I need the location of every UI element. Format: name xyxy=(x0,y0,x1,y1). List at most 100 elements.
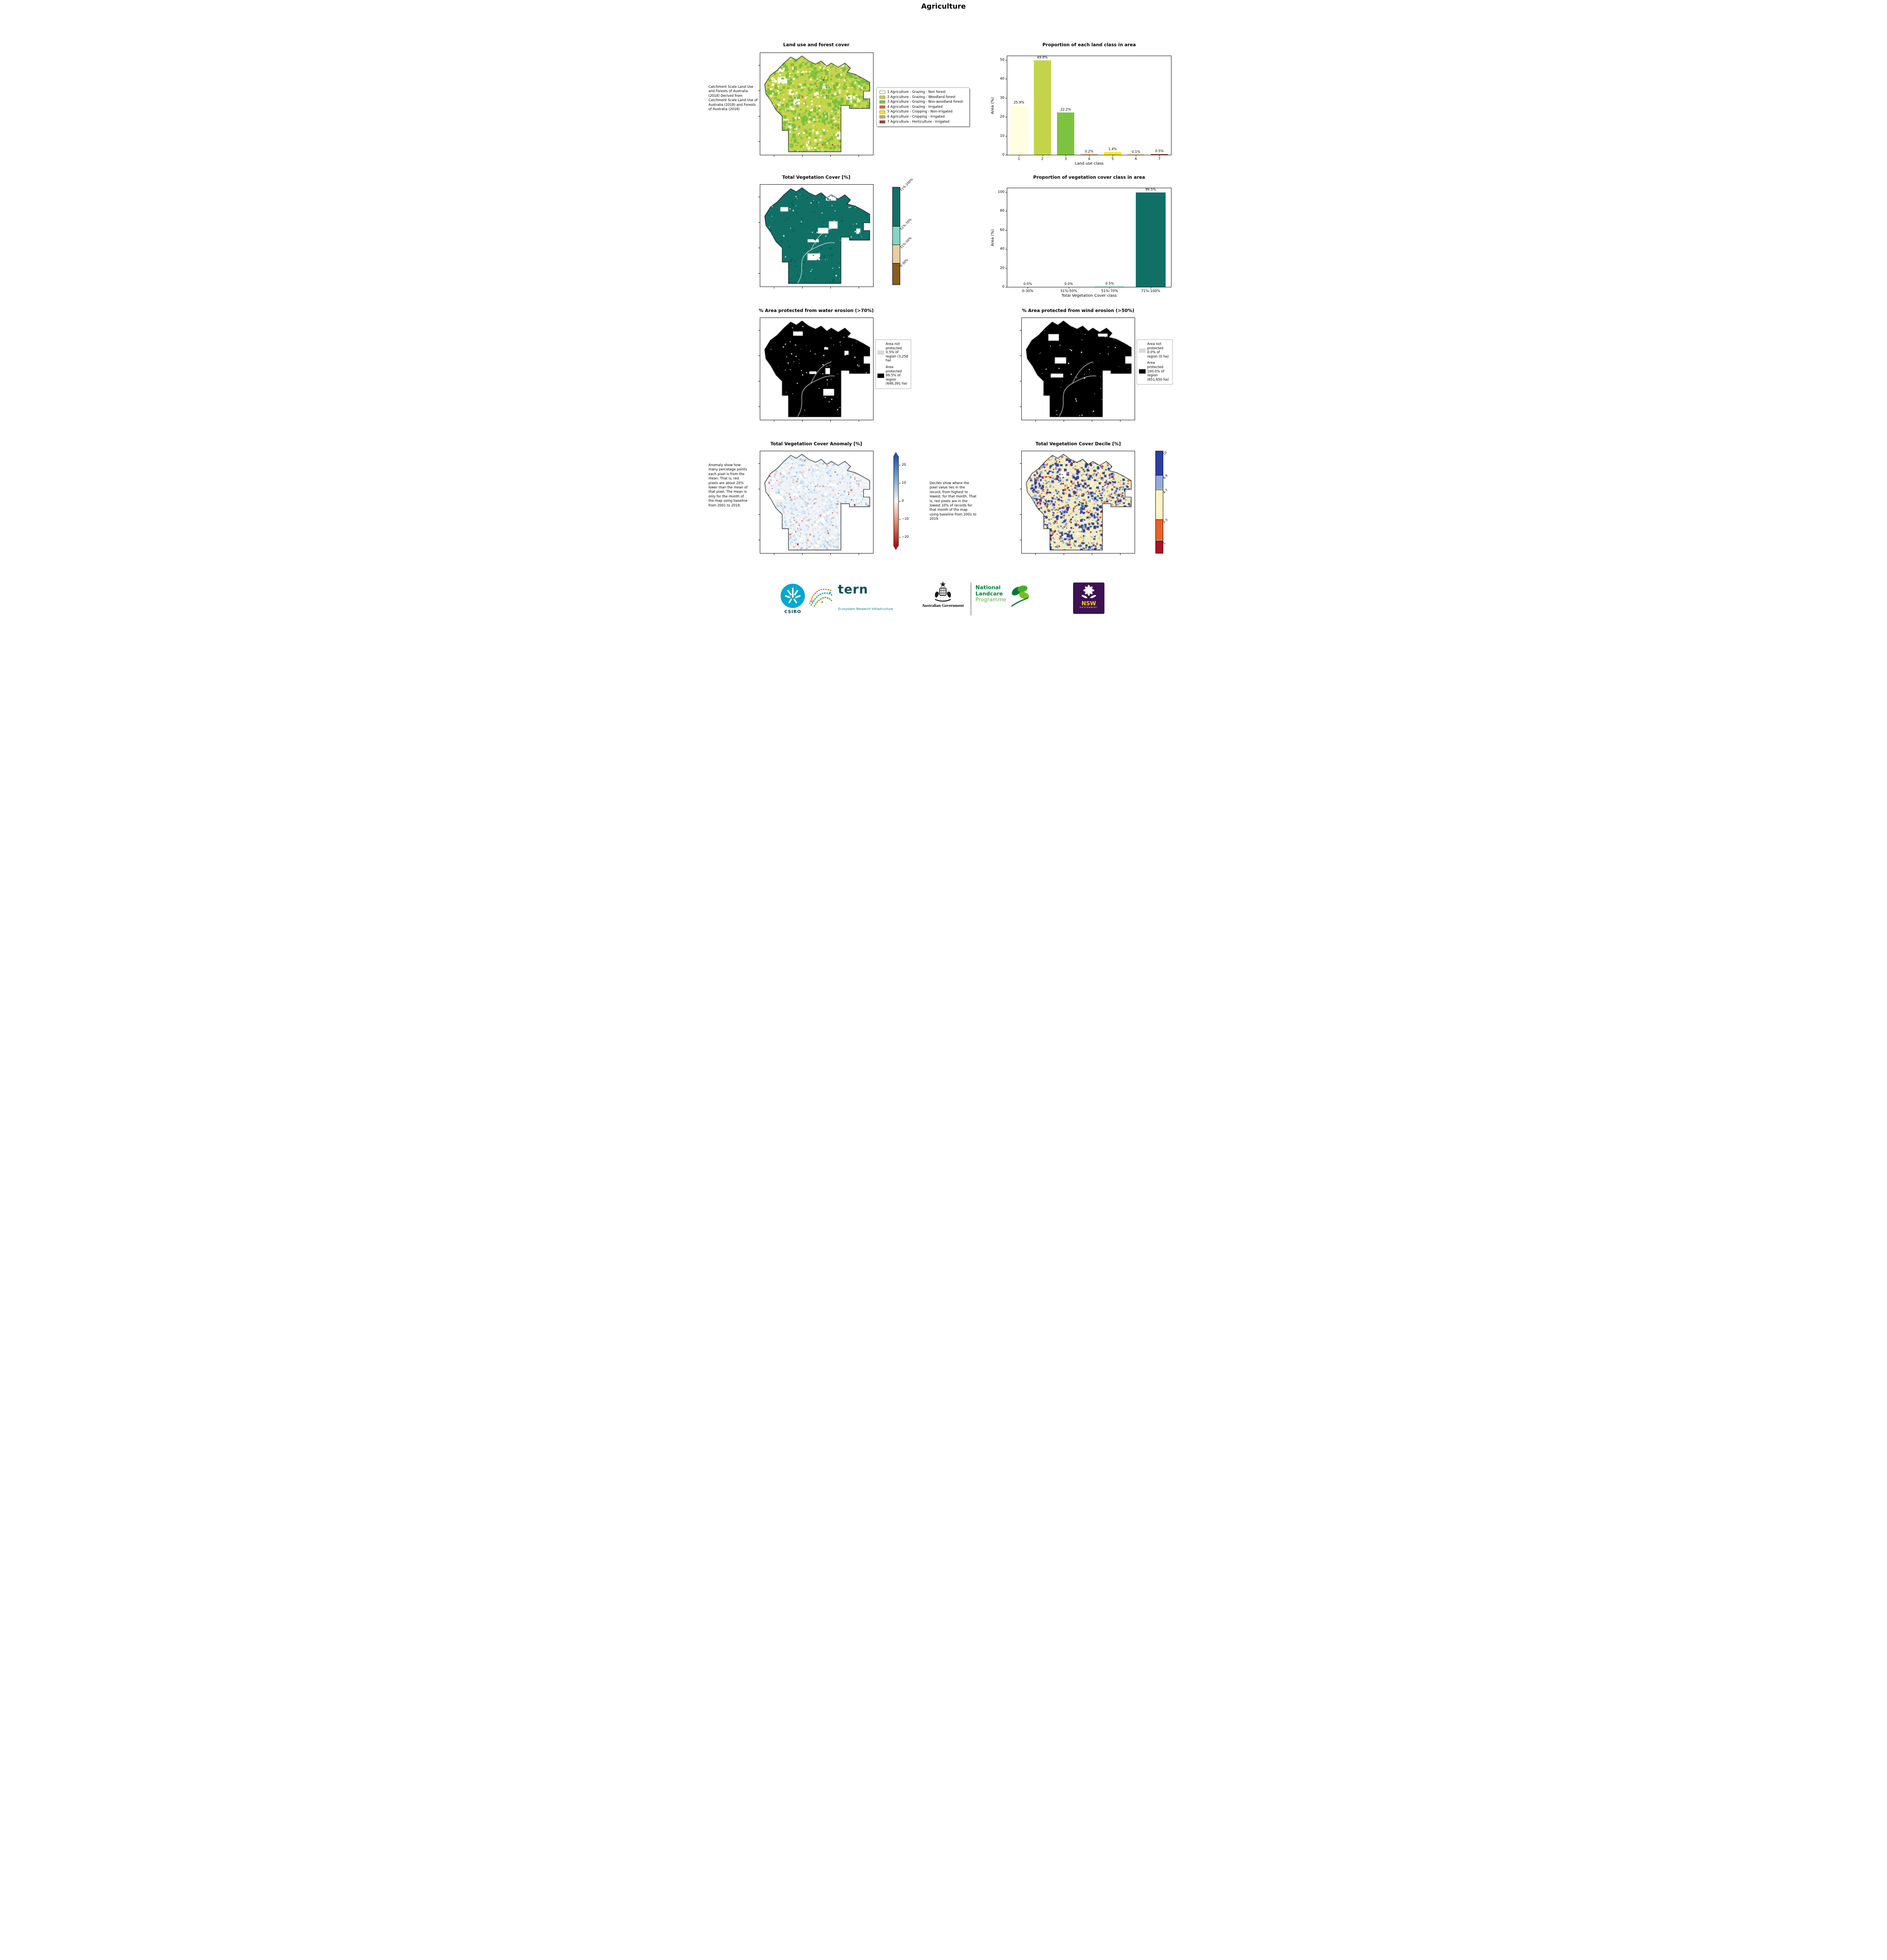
csiro-wordmark: CSIRO xyxy=(784,609,801,614)
x-tick-label: 6 xyxy=(1135,157,1137,161)
legend-item: 3 Agriculture - Grazing - Non-woodland f… xyxy=(879,100,966,105)
bar-value-label: 0.2% xyxy=(1085,150,1093,154)
map-y-tick xyxy=(758,463,760,464)
y-tick-label: 40 xyxy=(1000,247,1004,251)
map-x-tick xyxy=(830,420,831,422)
anomaly-colorbar-tick-label: −20 xyxy=(902,535,909,539)
panel-title-water-erosion: % Area protected from water erosion (>70… xyxy=(759,308,874,313)
x-tick-label: 51%-70% xyxy=(1101,289,1118,293)
bar xyxy=(1151,154,1168,155)
x-tick-mark xyxy=(1159,155,1160,156)
water-erosion-legend: Area not protected 0.5% of region (3,258… xyxy=(875,339,911,389)
erosion-legend-item: Area not protected 0.5% of region (3,258… xyxy=(877,342,909,363)
anomaly-colorbar-tick-label: 10 xyxy=(902,481,906,485)
y-tick-label: 0 xyxy=(1002,153,1004,157)
x-tick-label: 0-30% xyxy=(1022,289,1033,293)
x-tick-label: 31%-50% xyxy=(1060,289,1077,293)
y-tick-label: 100 xyxy=(997,190,1004,194)
bar-value-label: 0.5% xyxy=(1155,149,1164,153)
landuse-legend: 1 Agriculture - Grazing - Non forest 2 Ag… xyxy=(876,87,970,127)
legend-label: 3 Agriculture - Grazing - Non-woodland f… xyxy=(887,100,963,104)
map-y-tick xyxy=(758,514,760,515)
colorbar-label: 71%-100% xyxy=(899,177,914,192)
y-tick-label: 0 xyxy=(1002,285,1004,289)
legend-label: 4 Agriculture - Grazing - Irrigated xyxy=(887,105,943,109)
nlp-line-national: National xyxy=(975,584,1001,591)
panel-title-vegcover-chart: Proportion of vegetation cover class in … xyxy=(1033,174,1145,180)
legend-label: 2 Agriculture - Grazing - Woodland fores… xyxy=(887,95,955,99)
map-y-tick xyxy=(758,222,760,223)
landclass-bar-chart: 0 10 20 30 40 50 25.9% 1 49.8% 2 22.2% 3 0.2% 4 1.4% 5 0… xyxy=(1000,56,1171,161)
colorbar-segment xyxy=(893,263,900,285)
vegcover-map-frame xyxy=(758,184,874,289)
y-tick-label: 10 xyxy=(1000,134,1004,138)
vegcover-map-canvas xyxy=(760,185,873,287)
nsw-government-text: GOVERNMENT xyxy=(1080,607,1098,609)
legend-swatch xyxy=(879,95,885,99)
y-tick-label: 30 xyxy=(1000,96,1004,100)
bar xyxy=(1135,192,1166,287)
decile-note: Deciles show where the pixel value lies … xyxy=(930,481,977,521)
australian-government-wordmark: Australian Government xyxy=(922,604,964,608)
map-y-tick xyxy=(1020,514,1021,515)
colorbar-segment xyxy=(893,226,900,245)
map-x-tick xyxy=(830,287,831,289)
tern-wordmark: tern xyxy=(838,583,868,597)
anomaly-note: Anomaly show how many percetage points e… xyxy=(708,463,748,508)
y-tick-label: 40 xyxy=(1000,77,1004,81)
legend-swatch xyxy=(879,110,885,114)
national-landcare-wordmark: National Landcare Programme xyxy=(975,584,1006,603)
legend-label: 7 Agriculture - Horticulture - Irrigated xyxy=(887,120,950,124)
bar-value-label: 99.5% xyxy=(1145,187,1156,192)
x-tick-label: 4 xyxy=(1088,157,1090,161)
nsw-government-logo: NSW GOVERNMENT xyxy=(1073,583,1104,614)
panel-title-anomaly-map: Total Vegetation Cover Anomaly [%] xyxy=(770,441,862,446)
legend-item: 6 Agriculture - Cropping - Irrigated xyxy=(879,114,966,120)
legend-item: 1 Agriculture - Grazing - Non forest xyxy=(879,90,966,95)
legend-item: 7 Agriculture - Horticulture - Irrigated xyxy=(879,120,966,125)
erosion-legend-text: Area not protected 0.0% of region (0 ha) xyxy=(1147,342,1169,359)
colorbar-segment xyxy=(893,187,900,227)
wind-erosion-legend: Area not protected 0.0% of region (0 ha)… xyxy=(1137,339,1173,385)
bar xyxy=(1010,105,1028,155)
bar xyxy=(1127,154,1145,155)
landclass-chart-ylabel: Area (%) xyxy=(990,97,995,114)
bar-value-label: 22.2% xyxy=(1060,108,1071,112)
bar xyxy=(1033,60,1051,155)
anomaly-colorbar xyxy=(894,456,899,546)
landuse-map-frame xyxy=(758,53,874,157)
y-tick-label: 20 xyxy=(1000,115,1004,119)
page-title: Agriculture xyxy=(921,2,966,11)
colorbar-label: 0-30% xyxy=(899,258,909,268)
nlp-line-programme: Programme xyxy=(975,597,1006,603)
panel-title-wind-erosion: % Area protected from wind erosion (>50%… xyxy=(1022,308,1135,313)
legend-swatch xyxy=(879,115,885,119)
bar-value-label: 25.9% xyxy=(1013,101,1024,105)
wind-erosion-map-canvas xyxy=(1022,318,1135,420)
colorbar-segment xyxy=(893,245,900,263)
x-tick-label: 7 xyxy=(1158,157,1161,161)
report-page: Agriculture Land use and forest cover Pr… xyxy=(708,0,1179,626)
legend-item: 5 Agriculture - Cropping - Non-irrigated xyxy=(879,109,966,114)
landuse-source-note: Catchment Scale Land Use and Forests of … xyxy=(708,85,758,112)
y-tick-label: 60 xyxy=(1000,228,1004,232)
panel-title-landuse-map: Land use and forest cover xyxy=(783,42,850,47)
map-x-tick xyxy=(830,155,831,157)
map-y-tick xyxy=(758,273,760,274)
erosion-legend-swatch xyxy=(877,373,884,378)
anomaly-map-canvas xyxy=(760,451,873,553)
x-tick-label: 2 xyxy=(1041,157,1044,161)
map-x-tick xyxy=(1035,420,1036,422)
erosion-legend-item: Area not protected 0.0% of region (0 ha) xyxy=(1139,342,1170,359)
bar-value-label: 0.0% xyxy=(1064,282,1073,286)
landuse-map-canvas xyxy=(760,53,873,155)
y-tick-label: 80 xyxy=(1000,209,1004,213)
colorbar-segment xyxy=(1156,540,1163,553)
water-erosion-map-canvas xyxy=(760,318,873,420)
bar xyxy=(1057,113,1075,155)
x-tick-label: 5 xyxy=(1111,157,1114,161)
map-x-tick xyxy=(830,554,831,555)
erosion-legend-swatch xyxy=(877,350,884,355)
erosion-legend-text: Area protected 99.5% of region (648,391 … xyxy=(886,365,908,386)
nlp-line-landcare: Landcare xyxy=(975,590,1003,597)
